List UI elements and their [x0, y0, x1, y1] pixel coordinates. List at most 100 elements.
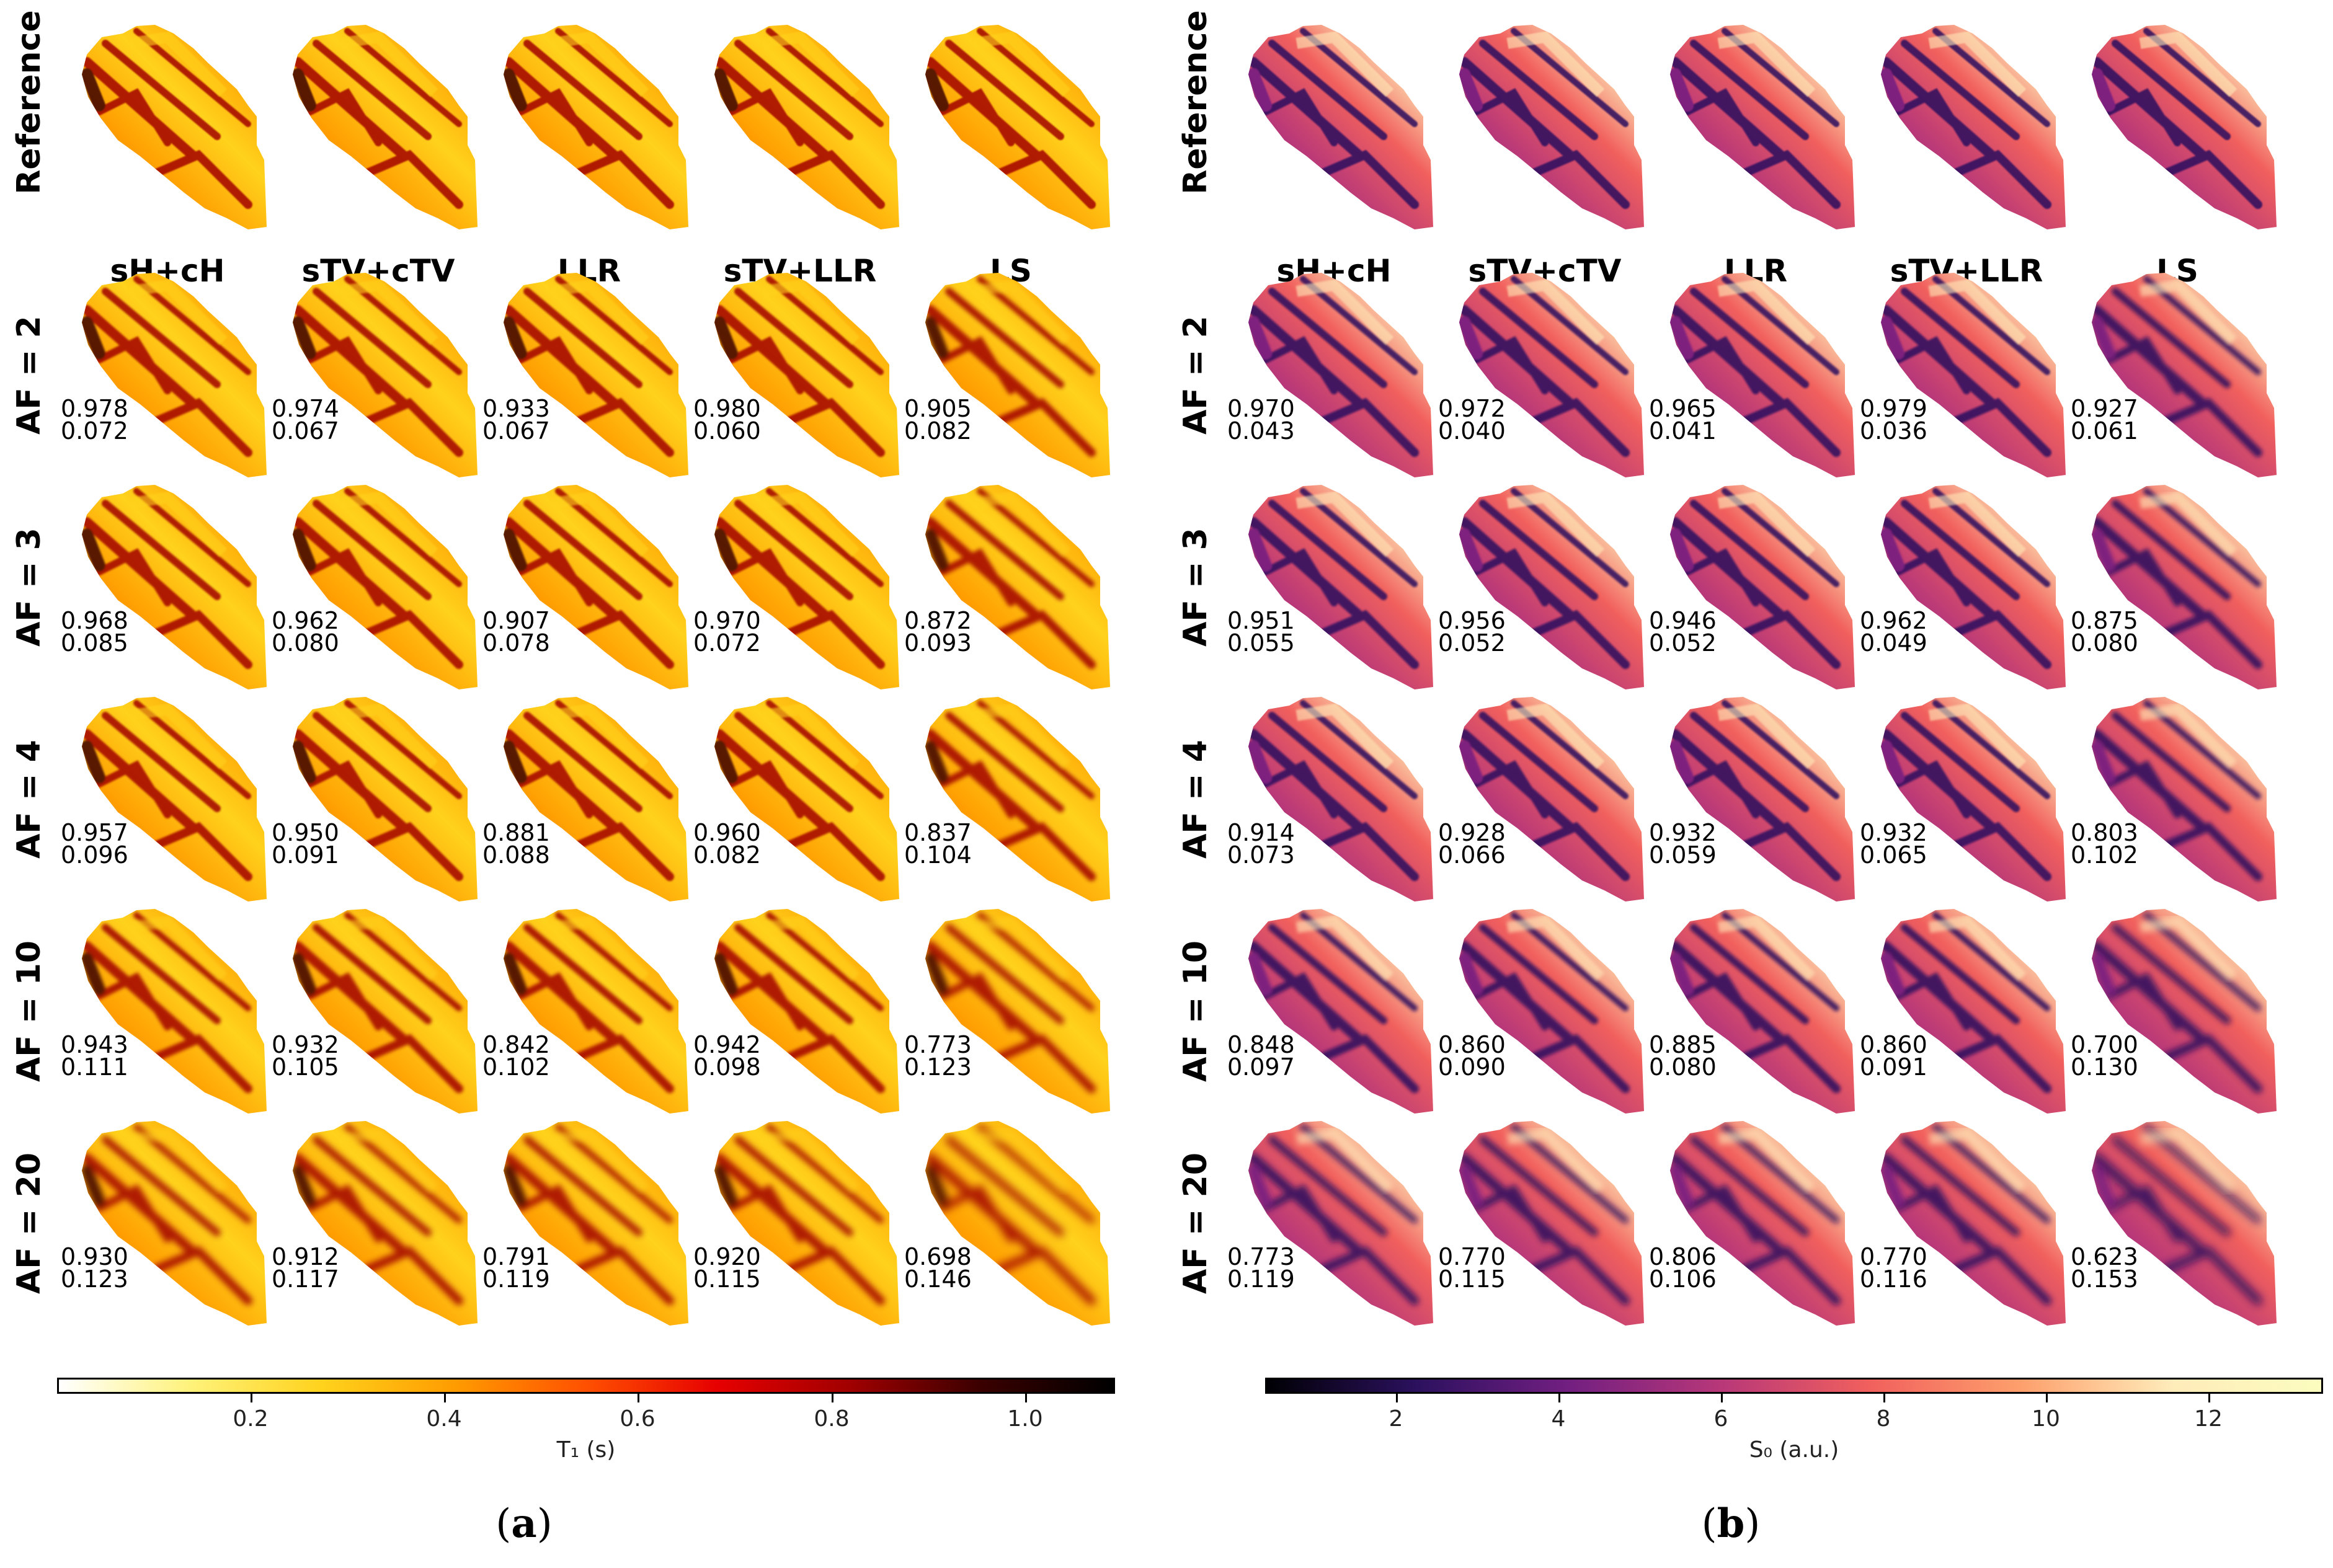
metric-error: 0.072: [61, 417, 128, 445]
row-label: AF = 2: [1177, 316, 1214, 435]
metric-error: 0.073: [1227, 841, 1295, 869]
metric-ssim: 0.960: [693, 819, 761, 846]
metric-error: 0.153: [2071, 1265, 2138, 1293]
colorbar-tick: [638, 1394, 639, 1402]
parametric-map-image: [1248, 1121, 1433, 1326]
metric-error: 0.049: [1860, 629, 1927, 657]
metric-label: 0.773 0.123: [904, 1031, 972, 1079]
parametric-map-image: [1248, 909, 1433, 1114]
parametric-map-image: [82, 697, 267, 901]
map-tile: 0.872 0.093: [904, 479, 1116, 689]
parametric-map-image: [925, 909, 1110, 1114]
parametric-map-image: [1459, 1121, 1644, 1326]
metric-ssim: 0.875: [2071, 607, 2138, 634]
map-tile: 0.773 0.123: [904, 903, 1116, 1114]
row-label: AF = 4: [1177, 740, 1214, 859]
metric-error: 0.066: [1438, 841, 1506, 869]
metric-label: 0.770 0.116: [1860, 1245, 1927, 1293]
metric-error: 0.052: [1649, 629, 1717, 657]
metric-label: 0.957 0.096: [61, 821, 128, 869]
metric-error: 0.059: [1649, 841, 1717, 869]
parametric-map-image: [504, 25, 688, 229]
map-tile: [1229, 19, 1439, 229]
parametric-map-image: [1670, 909, 1855, 1114]
parametric-map-image: [82, 485, 267, 689]
metric-error: 0.085: [61, 629, 128, 657]
map-tile: 0.974 0.067: [272, 267, 484, 477]
parametric-map-image: [82, 909, 267, 1114]
metric-error: 0.041: [1649, 417, 1717, 445]
metric-ssim: 0.970: [1227, 395, 1295, 422]
metric-error: 0.123: [61, 1265, 128, 1293]
parametric-map-image: [504, 273, 688, 477]
map-tile: 0.950 0.091: [272, 691, 484, 901]
metric-label: 0.962 0.080: [272, 609, 339, 655]
parametric-map-image: [1248, 25, 1433, 229]
parametric-map-image: [82, 1121, 267, 1326]
map-tile: 0.860 0.091: [1860, 903, 2072, 1114]
parametric-map-image: [1670, 697, 1855, 901]
metric-ssim: 0.914: [1227, 819, 1295, 846]
parametric-map-image: [1881, 25, 2066, 229]
parametric-map-image: [925, 697, 1110, 901]
metric-ssim: 0.791: [482, 1243, 550, 1270]
colorbar-tick: [251, 1394, 252, 1402]
metric-label: 0.698 0.146: [904, 1245, 972, 1291]
metric-error: 0.052: [1438, 629, 1506, 657]
metric-error: 0.111: [61, 1053, 128, 1081]
map-tile: 0.978 0.072: [61, 267, 273, 477]
metric-label: 0.970 0.072: [693, 607, 761, 655]
metric-ssim: 0.907: [482, 607, 550, 634]
map-tile: 0.700 0.130: [2071, 903, 2283, 1114]
parametric-map-image: [2092, 697, 2277, 901]
metric-label: 0.907 0.078: [482, 607, 550, 655]
metric-error: 0.116: [1860, 1265, 1927, 1293]
metric-error: 0.036: [1860, 417, 1927, 445]
parametric-map-image: [1459, 485, 1644, 689]
metric-error: 0.096: [61, 841, 128, 869]
colorbar-tick-label: 0.8: [814, 1406, 850, 1432]
metric-ssim: 0.978: [61, 395, 128, 422]
map-tile: [695, 19, 905, 229]
metric-label: 0.860 0.090: [1438, 1031, 1506, 1079]
metric-error: 0.130: [2071, 1053, 2138, 1081]
row-label: Reference: [11, 10, 48, 195]
metric-error: 0.067: [272, 417, 339, 445]
metric-label: 0.950 0.091: [272, 819, 339, 867]
parametric-map-image: [2092, 273, 2277, 477]
metric-error: 0.115: [1438, 1265, 1506, 1293]
parametric-map-image: [293, 273, 478, 477]
metric-label: 0.951 0.055: [1227, 609, 1295, 657]
colorbar-tick-label: 6: [1713, 1406, 1728, 1432]
metric-ssim: 0.972: [1438, 395, 1506, 422]
parametric-map-image: [1670, 1121, 1855, 1326]
colorbar-tick-label: 0.4: [426, 1406, 462, 1432]
colorbar-tick: [1883, 1394, 1885, 1402]
metric-label: 0.970 0.043: [1227, 395, 1295, 443]
panel-b-s0-maps: Reference AF = 2 AF = 3 AF = 4 AF = 10 AF = 2…: [1166, 0, 2333, 1568]
colorbar-tick-label: 12: [2194, 1406, 2223, 1432]
metric-label: 0.914 0.073: [1227, 819, 1295, 869]
metric-ssim: 0.860: [1438, 1031, 1506, 1058]
map-tile: 0.928 0.066: [1438, 691, 1650, 901]
metric-ssim: 0.950: [272, 819, 339, 846]
metric-label: 0.860 0.091: [1860, 1033, 1927, 1079]
metric-error: 0.055: [1227, 629, 1295, 657]
metric-ssim: 0.932: [272, 1031, 339, 1058]
map-tile: [1650, 19, 1861, 229]
metric-ssim: 0.773: [1227, 1243, 1295, 1270]
metric-ssim: 0.881: [482, 819, 550, 846]
metric-ssim: 0.942: [693, 1031, 761, 1058]
metric-ssim: 0.970: [693, 607, 761, 634]
parametric-map-image: [82, 273, 267, 477]
metric-label: 0.932 0.105: [272, 1031, 339, 1079]
metric-label: 0.942 0.098: [693, 1031, 761, 1079]
map-tile: 0.946 0.052: [1649, 479, 1861, 689]
map-tile: 0.970 0.072: [693, 479, 905, 689]
map-tile: 0.942 0.098: [693, 903, 905, 1114]
metric-label: 0.978 0.072: [61, 395, 128, 445]
metric-ssim: 0.930: [61, 1243, 128, 1270]
metric-ssim: 0.928: [1438, 819, 1506, 846]
metric-ssim: 0.773: [904, 1031, 972, 1058]
metric-ssim: 0.979: [1860, 395, 1927, 422]
